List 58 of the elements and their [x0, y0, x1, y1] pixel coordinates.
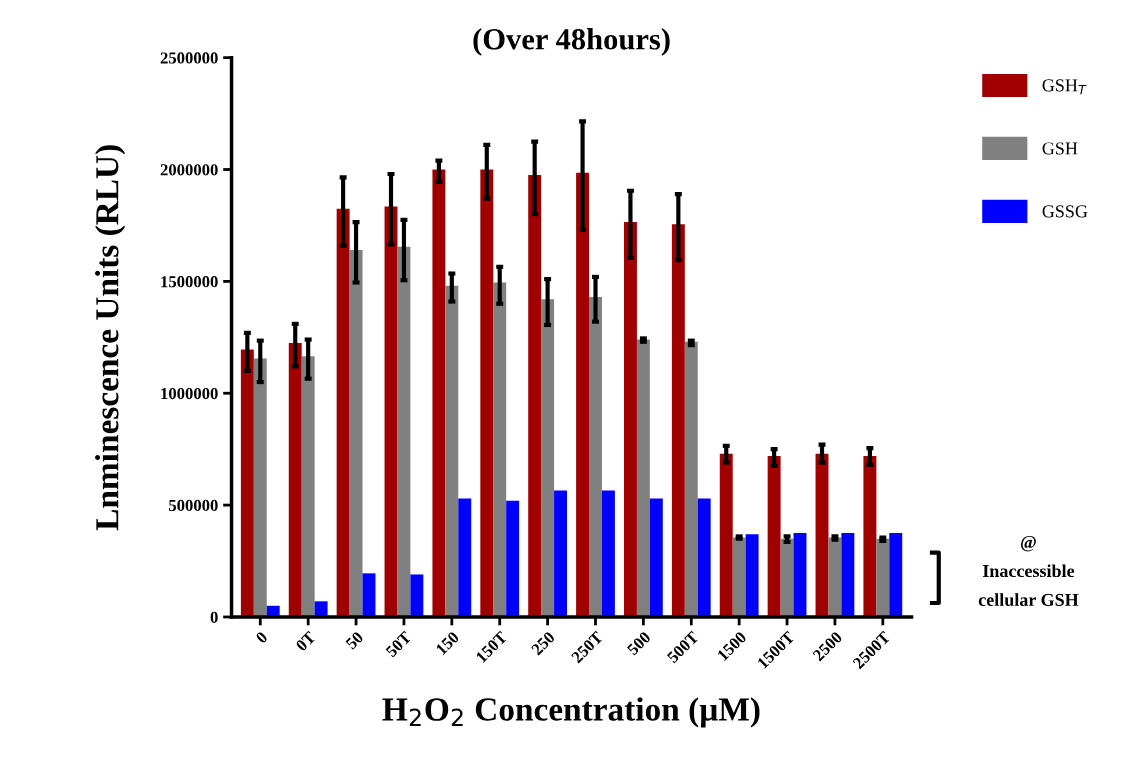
x-tick-label: 0T [295, 630, 317, 652]
bar [863, 455, 877, 617]
bar [432, 169, 446, 617]
bar [623, 222, 637, 617]
y-tick-label: 2000000 [160, 164, 218, 176]
bar [410, 574, 424, 617]
y-tick-label: 2500000 [160, 52, 218, 64]
bar [349, 250, 363, 617]
bar [697, 498, 711, 617]
bar [458, 498, 472, 617]
bar [506, 500, 520, 617]
bar [719, 453, 733, 617]
bar [541, 299, 555, 617]
text: @ Inaccessible cellular GSH [978, 535, 1079, 607]
bar [815, 453, 829, 617]
legend-label: GSSG [1042, 205, 1088, 218]
bar [301, 356, 315, 617]
y-tick-label: 1000000 [161, 387, 218, 400]
bar [671, 224, 685, 617]
x-tick-label: 0 [255, 630, 269, 644]
legend-label: GSH [1042, 142, 1078, 155]
bar [601, 490, 615, 617]
bar [589, 297, 602, 617]
x-tick-label: 500 [626, 630, 652, 656]
y-tick-label: 500000 [169, 499, 218, 512]
bar [314, 601, 328, 617]
bar [576, 172, 590, 617]
x-tick-label: 50 [345, 630, 364, 650]
bar [336, 208, 350, 617]
bar [745, 534, 759, 617]
bar [828, 537, 842, 617]
y-tick-label: 1500000 [161, 276, 218, 288]
x-tick-label: 150 [435, 630, 460, 656]
bar [384, 206, 398, 617]
legend-label: GSH$_{T}$ [1042, 79, 1087, 95]
bar [397, 246, 411, 617]
bar [288, 342, 302, 617]
bar [253, 358, 267, 617]
x-tick-label: 50T [385, 630, 413, 658]
bar [732, 537, 746, 617]
bar [445, 285, 459, 617]
bar [636, 339, 650, 617]
x-axis-title: H$_{2}$O$_{2}$ Concentration (µM) [382, 697, 760, 728]
bar [649, 498, 663, 617]
y-tick-label: 0 [210, 611, 218, 623]
y-axis-title: Lnminescence Units (RLU) [95, 145, 126, 531]
bar [528, 175, 542, 617]
x-tick-label: 250 [530, 630, 556, 656]
bar [240, 349, 254, 617]
bar [841, 533, 855, 617]
bar [493, 282, 507, 617]
bar [793, 533, 807, 617]
bar [480, 169, 494, 617]
chart-title: (Over 48hours) [473, 28, 670, 56]
bar [889, 533, 903, 617]
bar [554, 490, 567, 617]
bar [876, 538, 890, 617]
bar [767, 455, 781, 617]
